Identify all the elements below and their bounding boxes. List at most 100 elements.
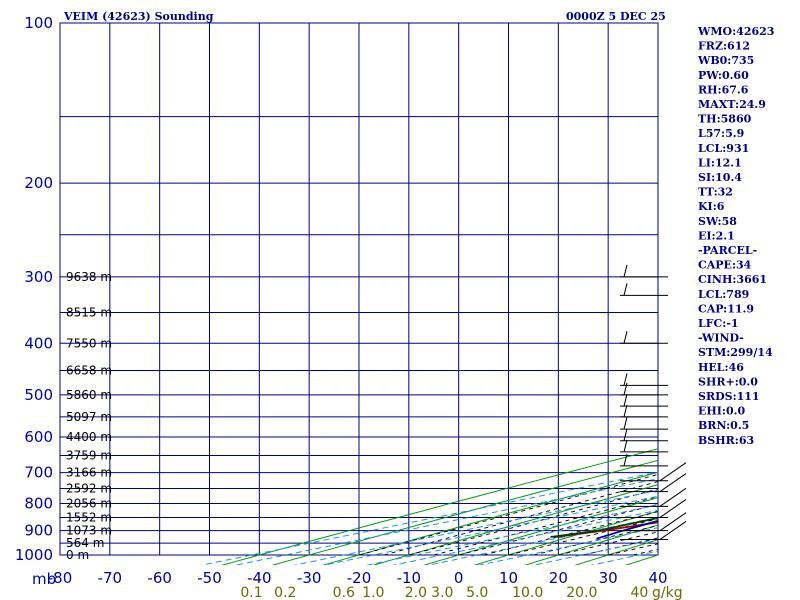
- stat-line: L57:5.9: [698, 127, 744, 140]
- temperature-tick-10: 10: [499, 569, 518, 587]
- pressure-tick-900: 900: [24, 522, 53, 540]
- stat-line: EI:2.1: [698, 229, 735, 242]
- mixing-ratio-line-3: [391, 509, 658, 565]
- wind-barb: [620, 331, 668, 344]
- profiles: [550, 517, 658, 540]
- stat-line: WMO:42623: [697, 25, 774, 38]
- stat-line: PW:0.60: [698, 69, 749, 82]
- height-labels: 9638 m 8515 m 7550 m 6658 m 5860 m 5097 m 4400…: [66, 270, 112, 562]
- stat-line: -WIND-: [698, 332, 744, 345]
- dry-adiabat--30: [271, 459, 658, 565]
- mixing-ratio-line-0.6: [292, 489, 658, 565]
- height-label: 2592 m: [66, 482, 112, 496]
- temperature-axis: -80 -70 -60 -50 -40 -30 -20 -10 0 10 20 30 40: [48, 569, 668, 587]
- wind-barb: [620, 394, 668, 407]
- mixing-ratio-line-0.1: [200, 471, 658, 565]
- chart-datetime: 0000Z 5 DEC 25: [566, 10, 666, 23]
- dry-adiabat-20: [523, 524, 658, 565]
- stat-line: LCL:931: [698, 142, 749, 155]
- temperature-profile: [555, 521, 658, 538]
- stat-line: SI:10.4: [698, 171, 742, 184]
- pressure-tick-700: 700: [24, 464, 53, 482]
- temperature-tick-0: 0: [454, 569, 464, 587]
- mixing-ratio-label-0.2: 0.2: [274, 585, 296, 600]
- stat-line: TH:5860: [698, 113, 752, 126]
- wind-barb: [620, 264, 668, 278]
- stat-line: SRDS:111: [698, 390, 760, 403]
- mixing-ratio-label-1: 1.0: [362, 585, 384, 600]
- wind-barb: [620, 428, 668, 442]
- stat-line: CAP:11.9: [698, 302, 754, 315]
- height-label: 8515 m: [66, 305, 112, 319]
- wind-barb: [620, 462, 687, 482]
- stat-line: CINH:3661: [698, 273, 767, 286]
- height-label: 5097 m: [66, 410, 112, 424]
- stat-line: RH:67.6: [698, 83, 749, 96]
- stat-line: WB0:735: [697, 54, 754, 67]
- wind-barb: [620, 521, 687, 540]
- temperature-tick--80: -80: [48, 569, 73, 587]
- wind-barb: [620, 473, 687, 493]
- dry-adiabat--20: [321, 471, 658, 565]
- stat-line: CAPE:34: [698, 259, 752, 272]
- wind-barb: [620, 512, 687, 532]
- height-label: 5860 m: [66, 388, 112, 402]
- temperature-tick--50: -50: [197, 569, 222, 587]
- mixing-ratio-line-5: [426, 516, 658, 565]
- moist-adiabat-20: [558, 531, 658, 556]
- height-label: 6658 m: [66, 364, 112, 378]
- stat-line: STM:299/14: [698, 346, 773, 359]
- dewpoint-profile: [550, 517, 658, 538]
- mixing-ratio-lines: [200, 471, 658, 565]
- moist-adiabat-25: [583, 537, 658, 556]
- temperature-tick--10: -10: [397, 569, 422, 587]
- temperature-tick-40: 40: [648, 569, 667, 587]
- moist-adiabat--20: [358, 473, 658, 556]
- pressure-tick-1000: 1000: [15, 546, 53, 564]
- mixing-ratio-label-0.6: 0.6: [333, 585, 355, 600]
- stat-line: TT:32: [698, 186, 733, 199]
- pressure-tick-100: 100: [24, 14, 53, 32]
- stat-line: BSHR:63: [698, 434, 754, 447]
- wind-barb: [620, 382, 668, 396]
- dry-adiabat-0: [422, 497, 658, 565]
- wind-barb: [620, 373, 668, 386]
- pressure-tick-800: 800: [24, 494, 53, 512]
- mixing-ratio-label-40: 40: [631, 585, 649, 600]
- temperature-tick--40: -40: [247, 569, 272, 587]
- mixing-ratio-label-10: 10.0: [512, 585, 543, 600]
- pressure-axis-label: mb: [32, 570, 56, 588]
- height-label: 1073 m: [66, 524, 112, 538]
- wind-barb: [620, 499, 687, 518]
- temperature-tick--70: -70: [98, 569, 123, 587]
- height-label: 2056 m: [66, 496, 112, 510]
- height-label: 0 m: [66, 548, 89, 562]
- wind-barb: [620, 404, 668, 418]
- height-label: 1552 m: [66, 510, 112, 524]
- height-label: 4400 m: [66, 430, 112, 444]
- temperature-tick-20: 20: [549, 569, 568, 587]
- wind-barb: [620, 283, 668, 296]
- parcel-profile: [596, 519, 658, 540]
- pressure-tick-500: 500: [24, 386, 53, 404]
- stat-line: EHI:0.0: [698, 405, 745, 418]
- temperature-tick-30: 30: [599, 569, 618, 587]
- temperature-tick--20: -20: [347, 569, 372, 587]
- stat-line: SHR+:0.0: [698, 375, 758, 388]
- mixing-ratio-line-20: [532, 538, 658, 565]
- height-label: 3759 m: [66, 448, 112, 462]
- temperature-tick--60: -60: [147, 569, 172, 587]
- dry-adiabat--40: [221, 448, 658, 565]
- stat-line: BRN:0.5: [698, 419, 749, 432]
- pressure-tick-200: 200: [24, 174, 53, 192]
- mixing-ratio-label-2: 2.0: [405, 585, 427, 600]
- stat-line: HEL:46: [698, 361, 744, 374]
- pressure-axis: 100 200 300 400 500 600 700 800 900 1000 mb: [15, 14, 56, 588]
- moist-adiabat--15: [383, 481, 658, 556]
- wind-barb: [620, 487, 687, 507]
- wind-barb: [620, 439, 668, 453]
- mixing-ratio-label-5: 5.0: [466, 585, 488, 600]
- pressure-tick-300: 300: [24, 268, 53, 286]
